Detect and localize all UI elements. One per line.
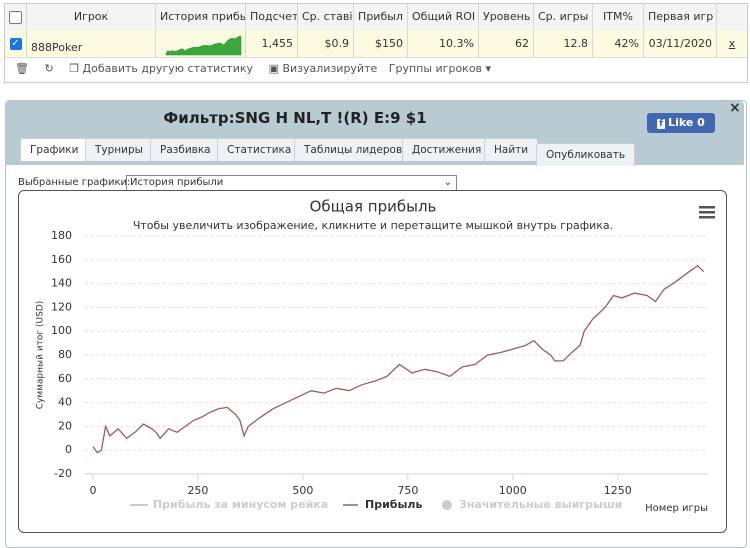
profit-line bbox=[92, 264, 705, 454]
y-axis-label: Суммарный итог (USD) bbox=[36, 301, 46, 410]
x-tick-label: 1250 bbox=[604, 484, 632, 497]
y-tick-label: 60 bbox=[58, 372, 72, 385]
y-tick-label: 20 bbox=[58, 419, 72, 432]
cell: $150 bbox=[354, 31, 408, 57]
header-cell[interactable]: Прибыл bbox=[354, 4, 408, 30]
header-cell[interactable]: Уровень bbox=[479, 4, 534, 30]
tab-active[interactable]: Графики bbox=[20, 138, 89, 161]
data-row: ✓ 888Poker 1,455 $0.9 $150 10.3% 62 12.8… bbox=[5, 31, 747, 58]
panel-title: Фильтр:SNG H NL,T !(R) E:9 $1 bbox=[163, 109, 427, 127]
legend-marker bbox=[442, 500, 452, 510]
y-tick-label: 120 bbox=[51, 300, 72, 313]
legend-item[interactable]: Прибыль bbox=[365, 498, 422, 511]
tab[interactable]: Турниры bbox=[85, 138, 153, 161]
header-cell[interactable]: Первая игр bbox=[644, 4, 717, 30]
cell: 12.8 bbox=[534, 31, 593, 57]
y-tick-label: 80 bbox=[58, 348, 72, 361]
header-cell[interactable]: Игрок bbox=[27, 4, 156, 30]
y-tick-label: 100 bbox=[51, 324, 72, 337]
tab[interactable]: Опубликовать bbox=[536, 143, 636, 166]
x-tick-label: 250 bbox=[187, 484, 208, 497]
header-cell[interactable]: Ср. ставі bbox=[298, 4, 354, 30]
delete-icon[interactable]: 🗑 bbox=[15, 62, 29, 75]
sparkline-area bbox=[165, 35, 242, 56]
menu-icon[interactable] bbox=[699, 206, 715, 219]
header-cell[interactable]: Подсчет bbox=[246, 4, 298, 30]
close-button[interactable]: × bbox=[729, 100, 741, 116]
tab[interactable]: Найти bbox=[484, 138, 539, 161]
x-axis-label: Номер игры bbox=[645, 503, 708, 514]
refresh-icon[interactable]: ↻ bbox=[44, 62, 54, 75]
legend-item[interactable]: Значительные выигрыши bbox=[459, 498, 622, 511]
header-cell[interactable]: История прибы bbox=[156, 4, 246, 30]
groups-label[interactable]: Группы игроков bbox=[388, 62, 483, 75]
x-tick-label: 750 bbox=[397, 484, 418, 497]
tab[interactable]: Достижения bbox=[402, 138, 492, 161]
x-tick-label: 1000 bbox=[499, 484, 527, 497]
remove-link[interactable]: x bbox=[728, 37, 736, 50]
cell: 42% bbox=[593, 31, 644, 57]
header-check[interactable] bbox=[5, 4, 27, 30]
player-name: 888Poker bbox=[27, 31, 156, 57]
visualize-label[interactable]: Визуализируйте bbox=[282, 62, 378, 75]
y-tick-label: -20 bbox=[54, 467, 72, 480]
tab[interactable]: Статистика bbox=[217, 138, 302, 161]
chart-title: Общая прибыль bbox=[310, 198, 437, 216]
header-cell[interactable]: Общий ROI bbox=[408, 4, 479, 30]
sparkline-cell bbox=[156, 31, 246, 57]
y-tick-label: 0 bbox=[65, 443, 72, 456]
header-row: Игрок История прибы Подсчет Ср. ставі Пр… bbox=[5, 4, 747, 32]
stats-table: Игрок История прибы Подсчет Ср. ставі Пр… bbox=[4, 3, 748, 83]
row-check[interactable]: ✓ bbox=[5, 31, 27, 57]
header-cell[interactable]: Ср. игры bbox=[534, 4, 593, 30]
tab[interactable]: Разбивка bbox=[150, 138, 221, 161]
like-label[interactable]: Like 0 bbox=[668, 116, 705, 129]
report-panel bbox=[5, 100, 747, 548]
cell: 62 bbox=[479, 31, 534, 57]
chart-selector[interactable]: История прибыли ⌄ bbox=[126, 175, 457, 191]
visualize[interactable]: ▣ Визуализируйте bbox=[268, 62, 378, 75]
x-tick-label: 0 bbox=[89, 484, 96, 497]
selector-label: Выбранные графики: bbox=[18, 177, 131, 188]
cell: $0.9 bbox=[298, 31, 354, 57]
y-tick-label: 40 bbox=[58, 396, 72, 409]
cell: 10.3% bbox=[408, 31, 479, 57]
header-cell[interactable]: ITM% bbox=[593, 4, 644, 30]
like-button[interactable]: f Like 0 bbox=[647, 113, 715, 133]
chart: Общая прибыль Чтобы увеличить изображени… bbox=[36, 198, 715, 514]
y-tick-label: 160 bbox=[51, 253, 72, 266]
x-tick-label: 500 bbox=[292, 484, 313, 497]
y-tick-label: 140 bbox=[51, 277, 72, 290]
add-stat[interactable]: ❐ Добавить другую статистику bbox=[69, 62, 254, 75]
player-groups[interactable]: Группы игроков ▾ bbox=[388, 62, 492, 75]
selector-value[interactable]: История прибыли bbox=[130, 177, 224, 188]
legend-item[interactable]: Прибыль за минусом рейка bbox=[153, 498, 328, 511]
cell: 03/11/2020 bbox=[644, 31, 717, 57]
sparkline bbox=[165, 35, 242, 56]
add-stat-label[interactable]: Добавить другую статистику bbox=[82, 62, 254, 75]
tab[interactable]: Таблицы лидеров bbox=[294, 138, 413, 161]
y-tick-label: 180 bbox=[51, 229, 72, 242]
cell: 1,455 bbox=[246, 31, 298, 57]
chart-subtitle: Чтобы увеличить изображение, кликните и … bbox=[133, 219, 613, 232]
chart-frame bbox=[18, 190, 727, 533]
toolbar: 🗑 ↻ ❐ Добавить другую статистику ▣ Визуа… bbox=[15, 62, 491, 75]
